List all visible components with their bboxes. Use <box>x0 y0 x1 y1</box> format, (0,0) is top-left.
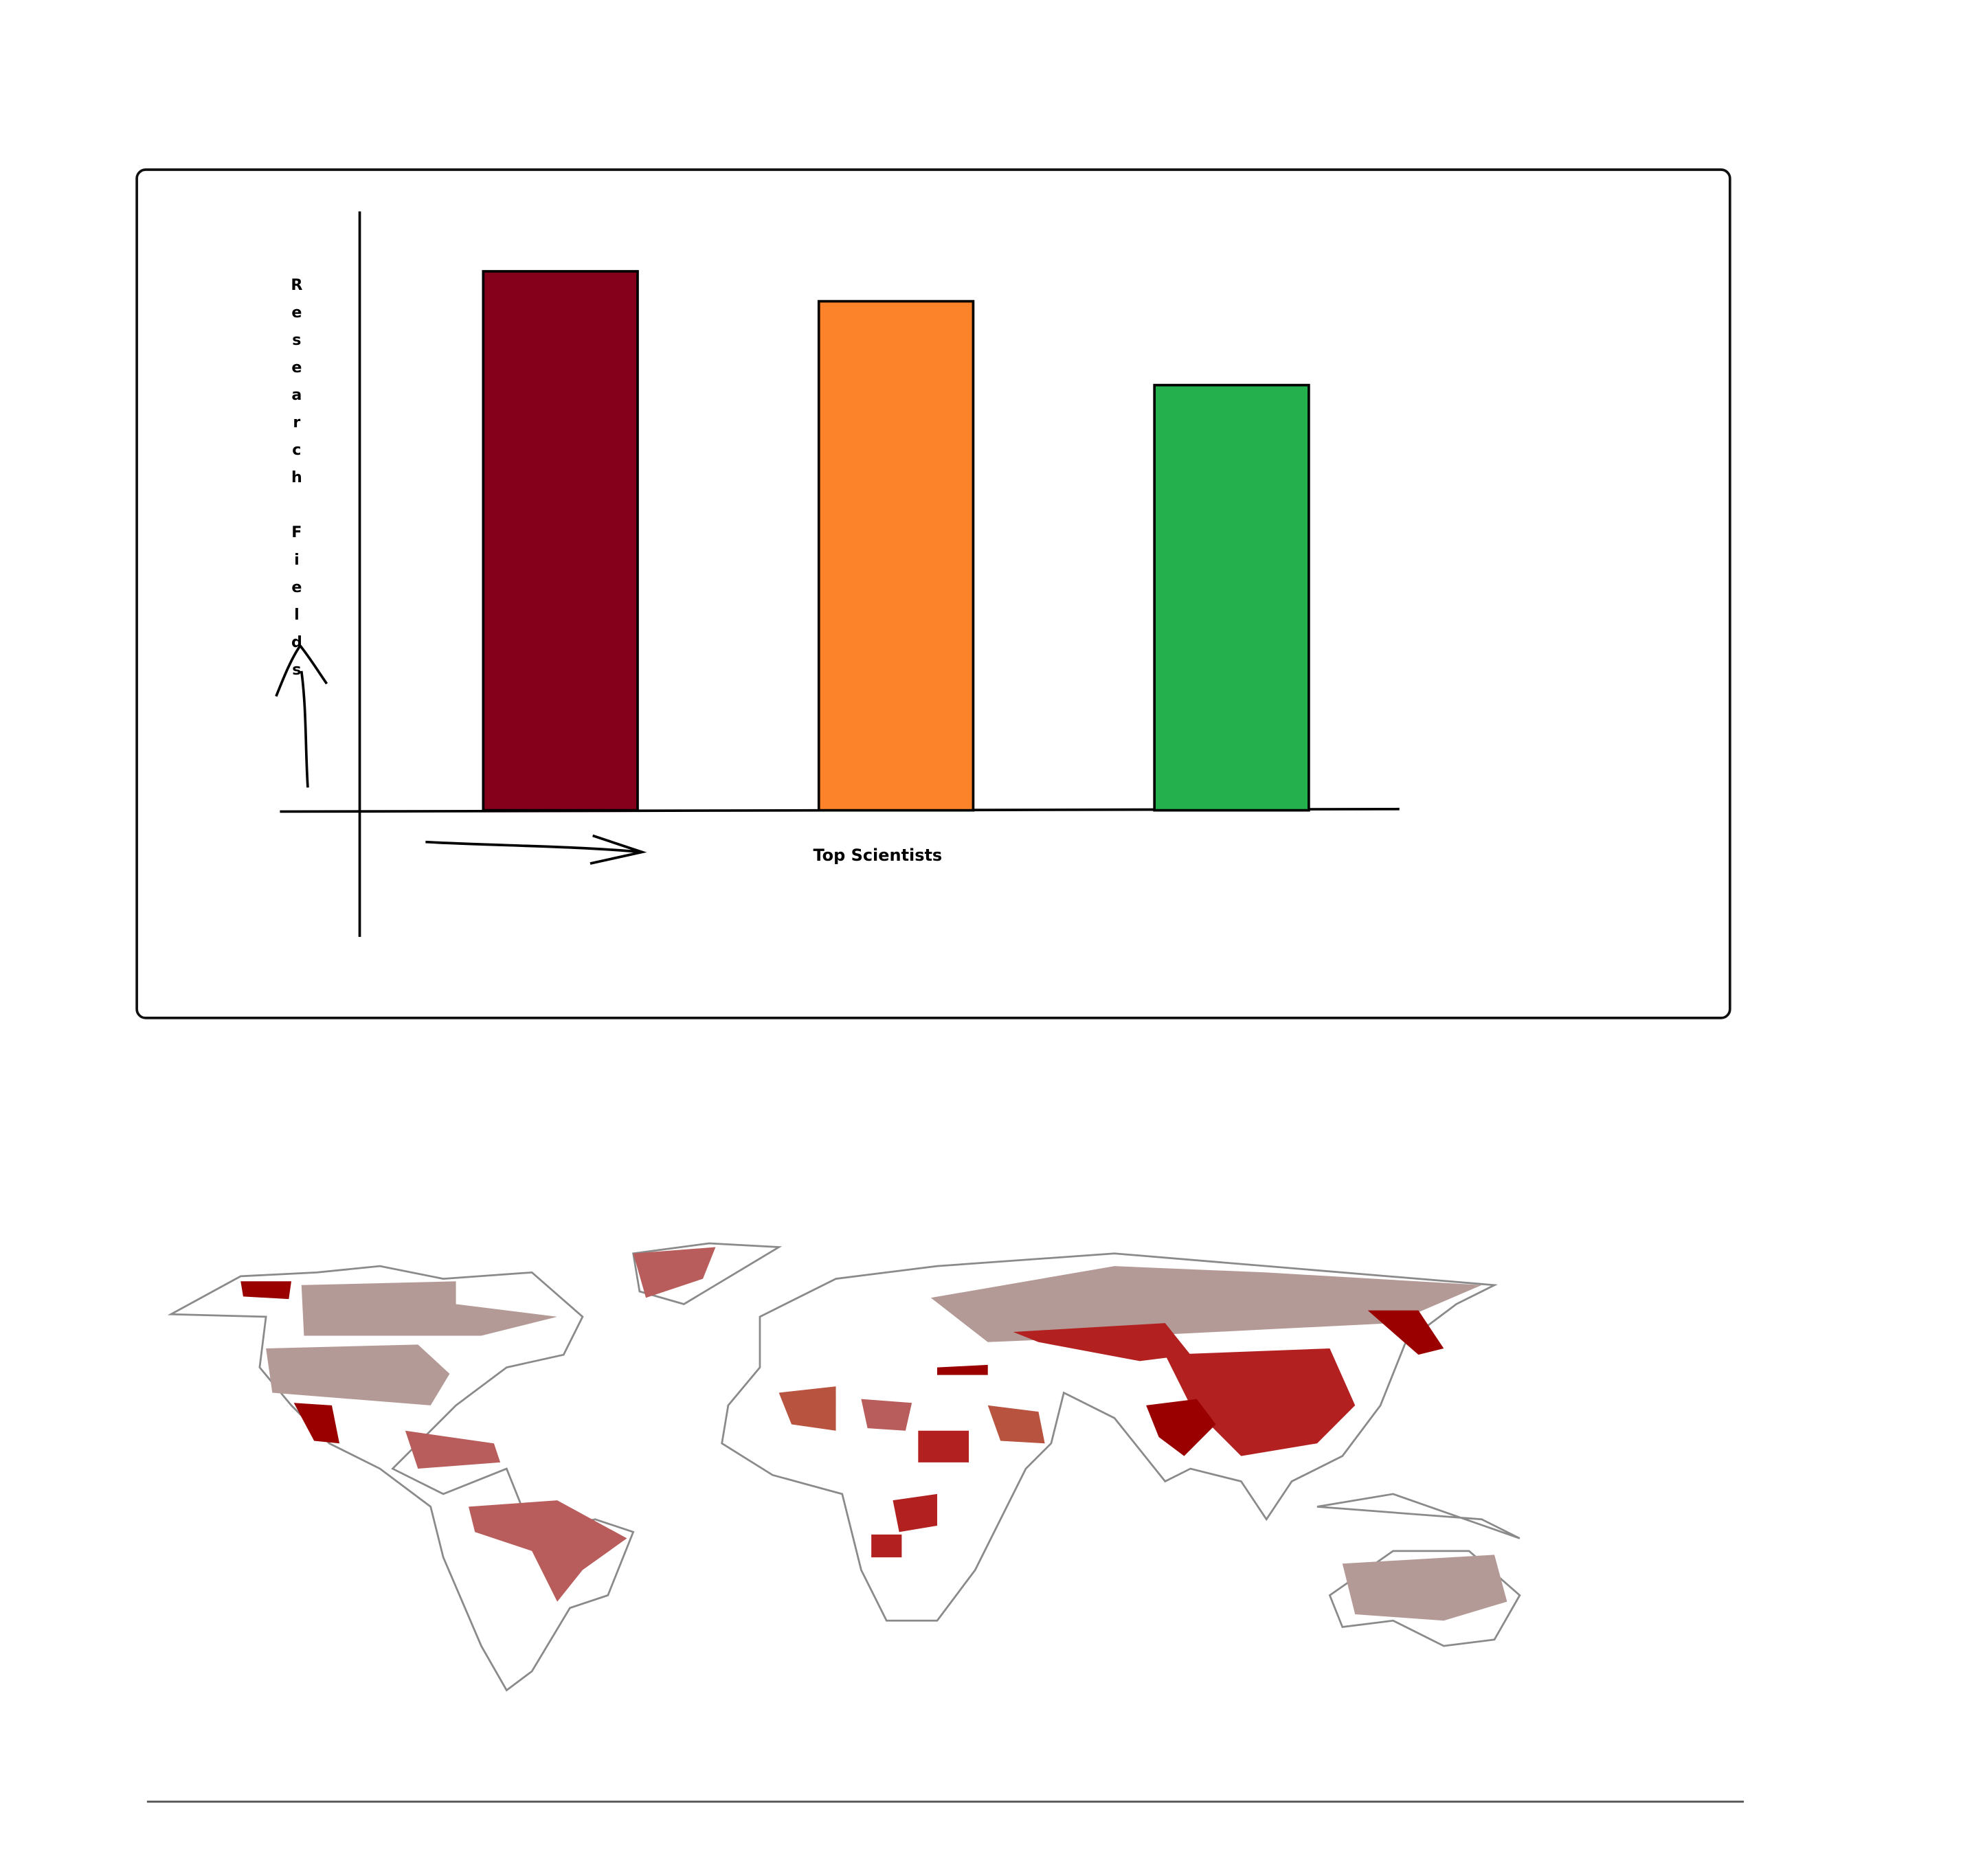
bar <box>482 270 639 812</box>
map-regions <box>240 1247 1507 1621</box>
bar <box>817 300 975 812</box>
x-arrow <box>425 834 647 865</box>
bar <box>1153 383 1310 812</box>
y-arrow <box>275 643 328 788</box>
bars <box>482 270 1310 812</box>
y-axis-label: Research Fields <box>288 276 306 688</box>
x-axis-label: Top Scientists <box>814 846 943 865</box>
